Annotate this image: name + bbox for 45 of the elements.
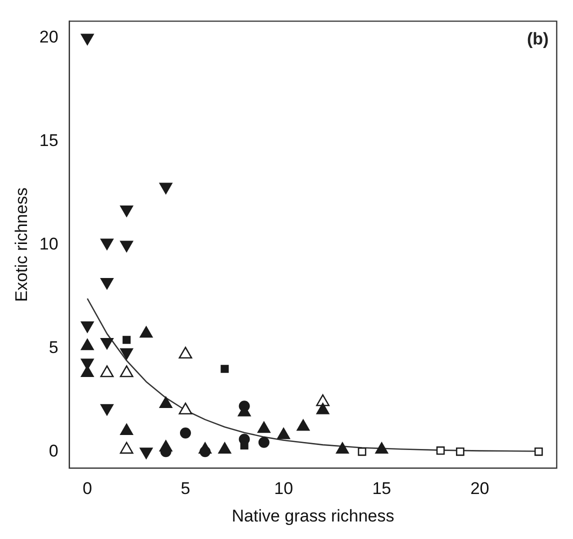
point: [277, 428, 290, 440]
point: [120, 365, 134, 378]
point: [296, 419, 310, 431]
point: [257, 421, 271, 433]
y-tick-label: 15: [39, 130, 58, 150]
point: [159, 396, 172, 408]
y-tick-label: 20: [39, 27, 58, 46]
point: [120, 240, 134, 252]
y-tick-label: 10: [39, 234, 58, 254]
point: [120, 442, 134, 454]
point: [436, 446, 445, 455]
point: [258, 436, 270, 448]
point: [100, 365, 114, 378]
annotation: (b): [526, 29, 549, 48]
point: [122, 336, 131, 344]
x-tick-label: 10: [274, 479, 294, 498]
point: [159, 440, 172, 452]
point: [120, 423, 134, 435]
point: [316, 394, 330, 406]
point: [220, 364, 229, 373]
point: [100, 278, 114, 290]
point: [336, 442, 349, 454]
point: [316, 402, 330, 414]
point: [80, 366, 94, 378]
point: [358, 447, 366, 456]
point: [198, 442, 212, 454]
point: [120, 206, 134, 218]
x-tick-label: 15: [372, 479, 392, 498]
x-tick-label: 5: [180, 479, 190, 498]
point: [100, 238, 114, 250]
point: [218, 442, 232, 454]
x-tick-label: 0: [82, 479, 92, 498]
point: [100, 338, 114, 350]
x-tick-label: 20: [470, 479, 490, 498]
x-axis-title: Native grass richness: [232, 506, 394, 526]
point: [178, 402, 192, 414]
y-axis-title: Exotic richness: [12, 188, 31, 302]
point: [159, 182, 172, 194]
y-tick-label: 5: [48, 338, 58, 357]
point: [180, 428, 191, 439]
point: [80, 321, 94, 333]
y-tick-label: 0: [48, 441, 58, 460]
point: [534, 447, 543, 456]
point: [456, 447, 464, 456]
point: [375, 442, 388, 454]
